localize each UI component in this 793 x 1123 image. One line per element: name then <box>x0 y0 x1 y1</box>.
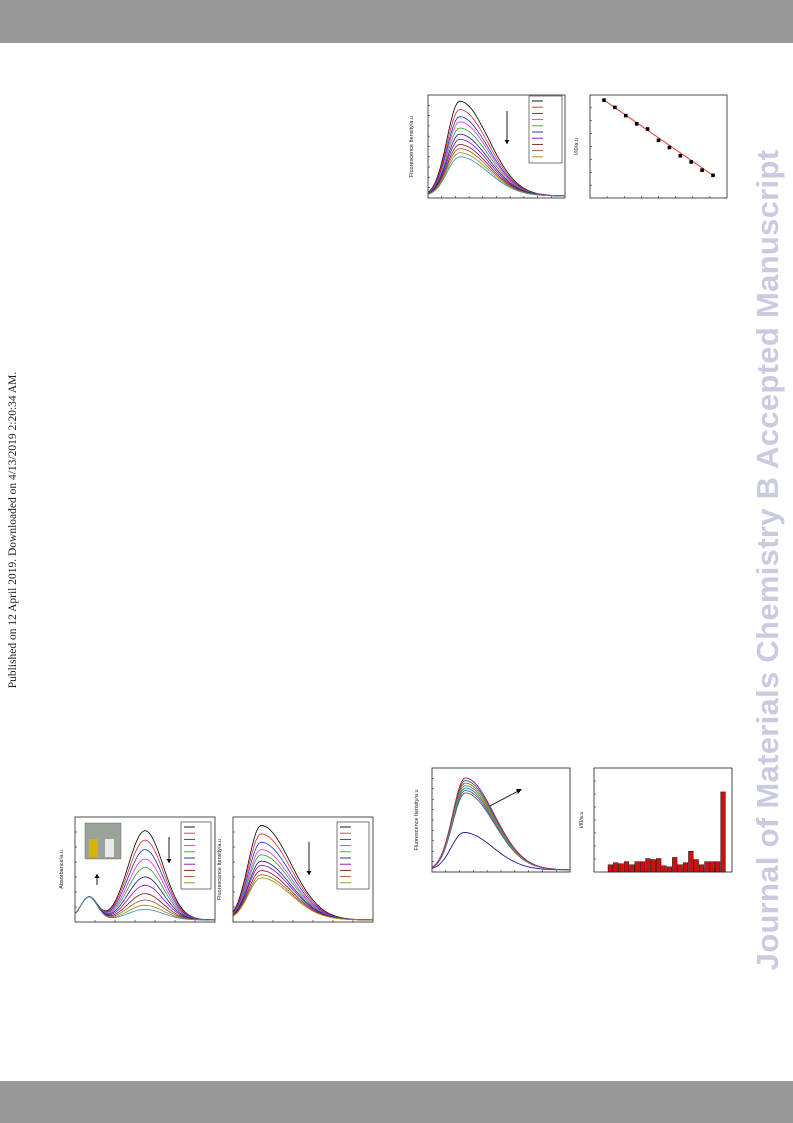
legend-box <box>180 821 212 890</box>
selectivity-bar <box>704 861 710 873</box>
y-axis-label: Fluorescence Itensity/a.u <box>217 839 223 900</box>
footer-bar <box>0 1081 793 1123</box>
legend-box <box>528 95 563 164</box>
selectivity-bar <box>656 858 662 873</box>
fit-line <box>603 99 714 176</box>
ion-curve <box>431 782 570 871</box>
selectivity-bar <box>677 864 683 873</box>
plot-frame <box>589 94 728 199</box>
data-point <box>602 98 606 102</box>
data-point <box>700 168 704 172</box>
data-point <box>656 138 661 143</box>
ion-curve <box>431 780 571 871</box>
plot-frame <box>232 816 374 923</box>
spectrum-curve <box>232 877 373 921</box>
data-point <box>711 173 715 178</box>
selectivity-bar <box>720 791 726 873</box>
figure-fluorescence-spectra: Fluorescence Itensity/a.u <box>215 812 377 927</box>
figure-absorbance-spectra: Absorbance/a.u <box>57 812 219 927</box>
absorbance-curve <box>74 893 215 921</box>
selectivity-bar <box>639 861 646 873</box>
absorbance-curve <box>74 896 215 921</box>
selectivity-bar <box>634 861 640 873</box>
y-axis-label: I/I0/a.u <box>574 138 580 155</box>
figure-top-right-linear: I/I0/a.u <box>570 86 730 206</box>
selectivity-bar <box>715 861 721 873</box>
header-bar <box>0 0 793 43</box>
data-point <box>613 105 617 110</box>
selectivity-bar <box>650 859 656 873</box>
y-axis-label: I/I0/a.u <box>579 812 585 829</box>
selectivity-bar <box>607 864 613 873</box>
selectivity-bar <box>682 862 689 873</box>
legend-box <box>336 821 370 890</box>
y-axis-label: Fluorescence Itensity/a.u <box>409 116 415 177</box>
plot-frame <box>74 816 216 923</box>
data-point <box>624 113 628 118</box>
data-point <box>645 127 650 131</box>
selectivity-bar <box>693 859 699 873</box>
data-point <box>678 153 683 158</box>
selectivity-bar <box>661 865 667 873</box>
ion-curve <box>431 782 570 871</box>
data-point <box>634 122 639 126</box>
data-point <box>689 160 693 164</box>
ion-curve <box>431 780 571 871</box>
ion-curve <box>431 782 570 871</box>
clear-vial <box>105 839 114 857</box>
selectivity-bar <box>698 864 705 873</box>
absorbance-curve <box>74 896 215 921</box>
selectivity-bar <box>618 863 624 873</box>
ion-curve <box>431 777 571 871</box>
figure-selectivity-spectra: Fluorescence Itensity/a.u <box>410 762 575 880</box>
trend-arrowhead <box>306 871 312 875</box>
selectivity-bar <box>688 850 694 873</box>
y-axis-label: Absorbance/a.u <box>59 850 65 889</box>
ion-curve <box>431 780 571 871</box>
selectivity-bar <box>672 857 678 873</box>
figure-top-left-spectra: Fluorescence Itensity/a.u <box>405 86 570 206</box>
data-point <box>667 145 672 150</box>
figure-selectivity-bars: I/I0/a.u <box>577 762 737 880</box>
selectivity-bar <box>613 862 619 873</box>
trend-arrowhead <box>504 140 510 144</box>
y-axis-label: Fluorescence Itensity/a.u <box>414 789 420 850</box>
spectrum-curve <box>427 156 565 197</box>
trend-arrowhead <box>94 874 100 878</box>
selectivity-bar <box>666 866 672 873</box>
plot-frame <box>593 767 733 873</box>
trend-arrowhead <box>516 789 522 794</box>
blank-curve <box>431 832 570 871</box>
selectivity-bar <box>629 864 635 873</box>
selectivity-bar <box>623 861 630 873</box>
selectivity-bar <box>645 858 651 873</box>
journal-watermark: Journal of Materials Chemistry B Accepte… <box>750 149 785 971</box>
yellow-vial <box>89 839 98 857</box>
trend-arrowhead <box>166 859 172 863</box>
published-line: Published on 12 April 2019. Downloaded o… <box>7 371 19 689</box>
selectivity-bar <box>709 861 715 873</box>
trend-arrow <box>489 789 521 807</box>
